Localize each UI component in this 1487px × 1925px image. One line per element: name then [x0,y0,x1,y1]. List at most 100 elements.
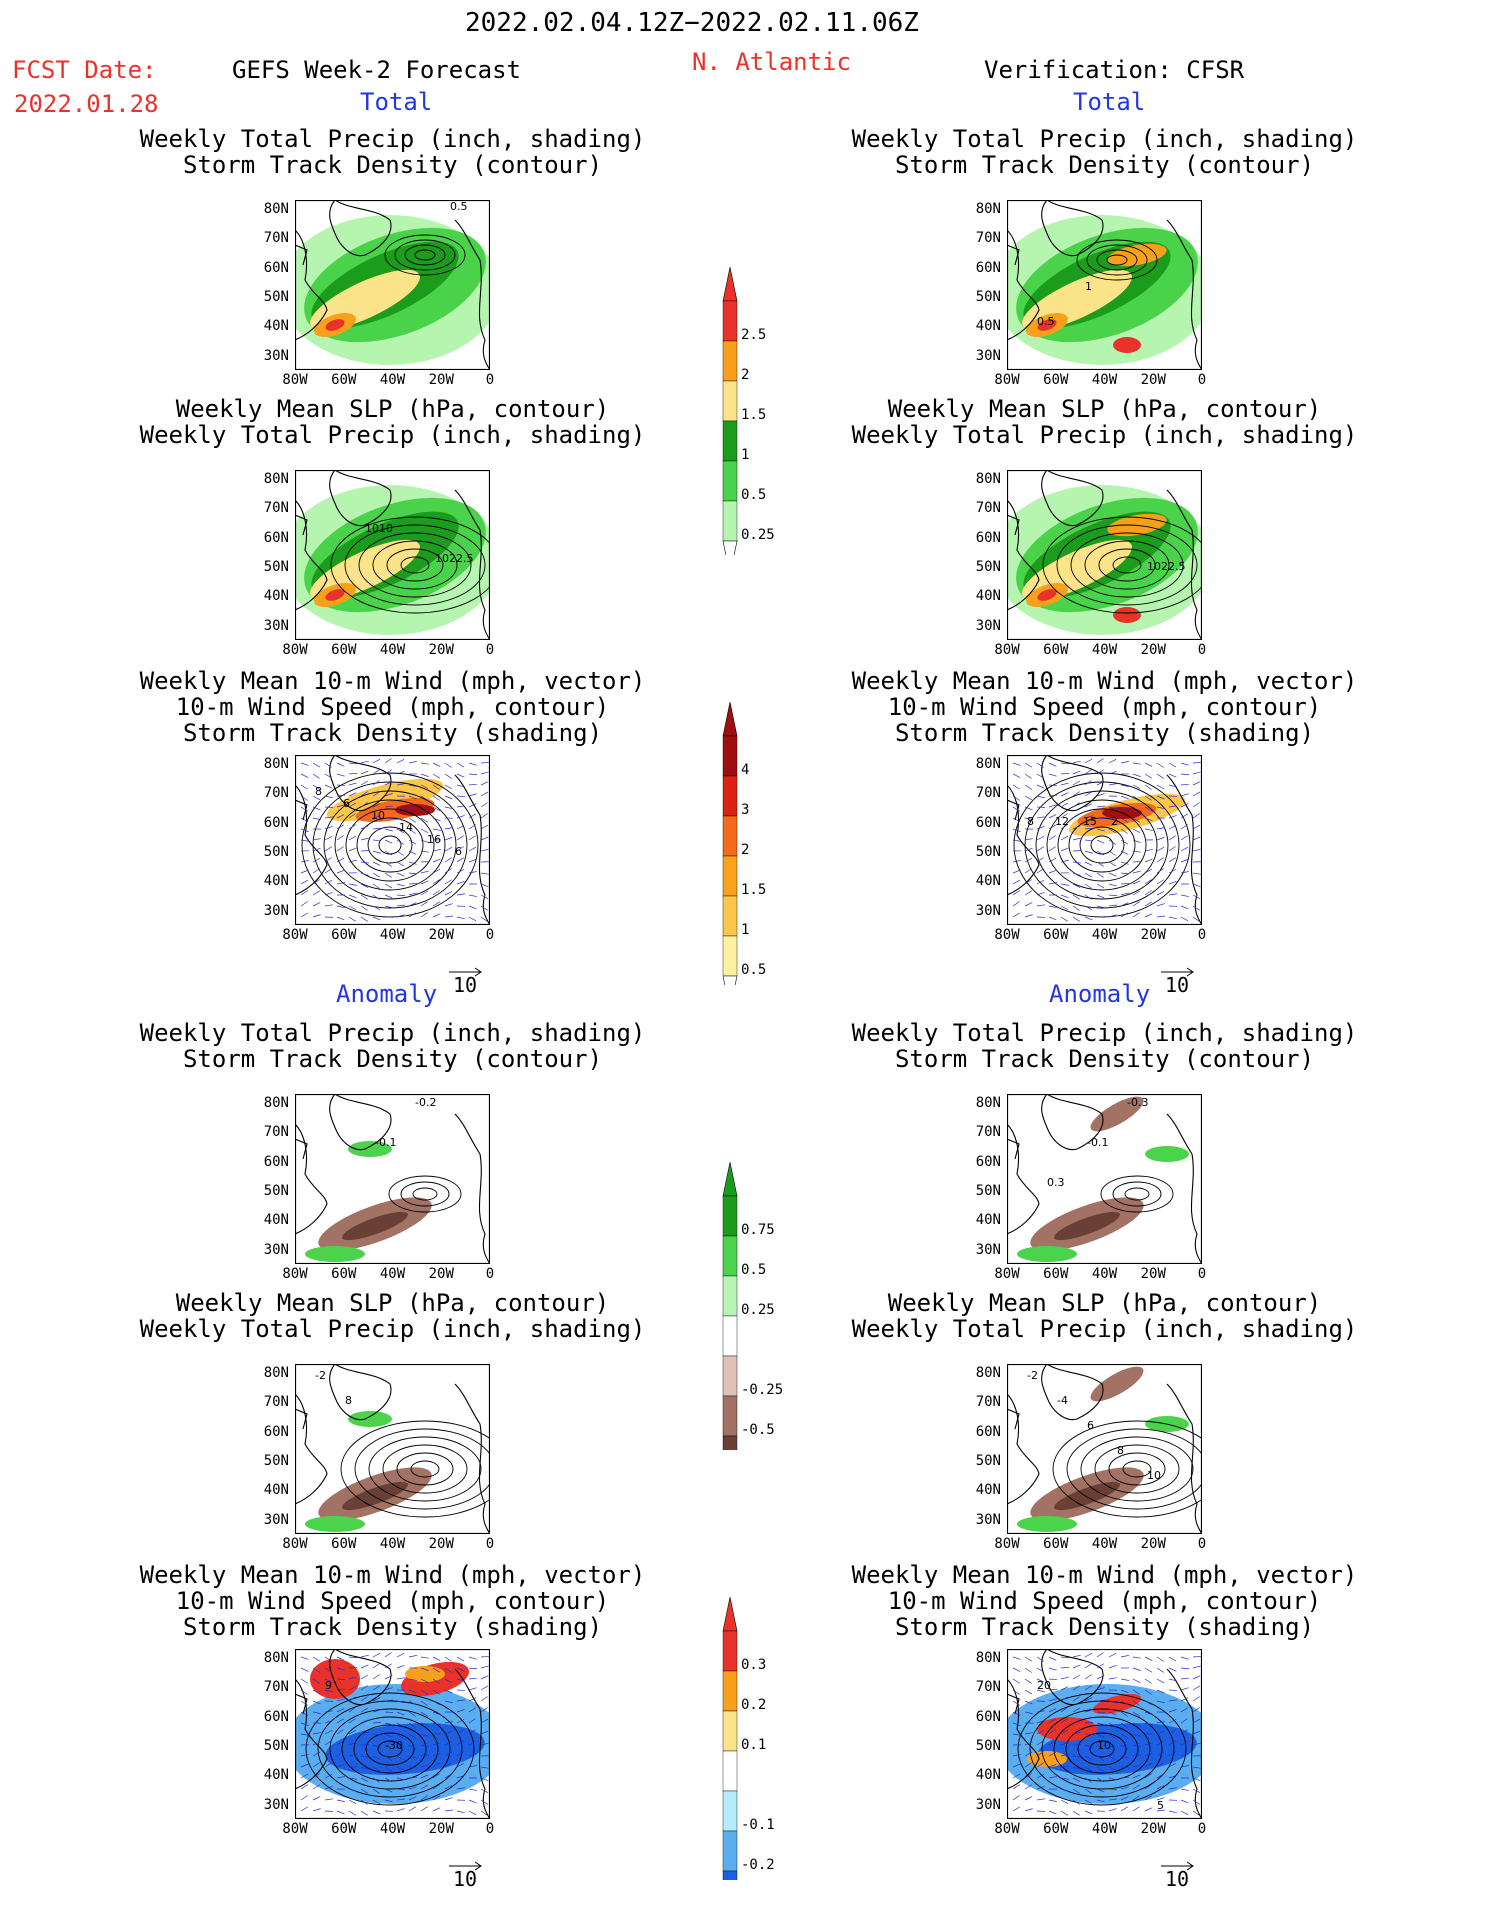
latitude-label: 70N [975,230,1001,247]
latitude-label: 60N [975,259,1001,276]
longitude-label: 20W [1140,372,1166,388]
colorbar-label: 4 [741,762,749,778]
colorbar-label: 0.5 [741,1262,766,1278]
vector-reference-arrow-icon [1161,967,1194,977]
colorbar-segment [722,1670,738,1712]
panel-title-line: 10-m Wind Speed (mph, contour) [887,1587,1322,1615]
latitude-label: 50N [263,1452,289,1469]
latitude-label: 40N [263,873,289,890]
longitude-label: 40W [379,642,406,658]
longitude-label: 80W [282,1536,308,1552]
colorbar-segment [722,380,738,422]
fcst-date-value: 2022.01.28 [14,90,159,118]
longitude-label: 80W [994,1821,1020,1837]
colorbar-segment [722,1830,738,1872]
latitude-label: 40N [263,318,289,335]
contour-label: 8 [1117,1444,1124,1457]
contour-label: -0.2 [415,1096,436,1109]
longitude-label: 0 [1197,1266,1207,1282]
latitude-label: 50N [975,1182,1001,1199]
vector-reference-arrow-icon [449,1861,482,1871]
colorbar-segment [722,1235,738,1277]
panel-title-line: Weekly Mean SLP (hPa, contour) [887,395,1322,423]
latitude-label: 60N [975,529,1001,546]
precip-anom-wet [305,1516,365,1532]
contour-label: 5 [1157,1799,1164,1812]
latitude-label: 30N [263,347,289,364]
latitude-label: 60N [263,259,289,276]
colorbar-segment [722,735,738,777]
longitude-label: 20W [1140,642,1166,658]
latitude-label: 30N [263,1241,289,1258]
wind-vectors [1012,1652,1202,1816]
longitude-label: 80W [994,927,1020,943]
track-anom-positive [1037,1717,1097,1741]
panel-title-line: Weekly Total Precip (inch, shading) [851,1019,1358,1047]
colorbar-label: 1.5 [741,407,766,423]
latitude-label: 30N [263,617,289,634]
precip-anom-dry-north [1090,1366,1144,1402]
longitude-label: 20W [428,1821,454,1837]
longitude-label: 40W [1091,372,1118,388]
latitude-label: 40N [975,1212,1001,1229]
map-frame [1007,1094,1202,1264]
contour-label: 10 [371,809,385,822]
colorbar-label: 2 [741,367,749,383]
right-anomaly-label: Anomaly [1049,980,1151,1008]
precip-anom-dry-north [1090,1096,1144,1132]
latitude-label: 80N [975,471,1001,487]
coastline [295,1364,490,1534]
colorbar-top-arrow [722,266,738,302]
panel-title-line: Weekly Total Precip (inch, shading) [851,421,1358,449]
longitude-label: 80W [994,372,1020,388]
colorbar-label: -0.5 [741,1422,775,1438]
longitude-label: 40W [379,1821,406,1837]
coastline [1007,1364,1202,1534]
contour-label: -30 [385,1739,403,1752]
map-frame [295,470,490,640]
map-frame [1007,1364,1202,1534]
contour-lines [1100,1175,1174,1213]
latitude-label: 40N [263,1482,289,1499]
panel-title-line: Weekly Mean 10-m Wind (mph, vector) [139,667,646,695]
track-anomaly-colorbar: 0.30.20.1-0.1-0.2-0.3 [722,1596,775,1880]
latitude-label: 70N [975,1124,1001,1141]
longitude-label: 60W [331,642,357,658]
contour-label: 0.5 [1037,315,1055,328]
longitude-label: 60W [1043,372,1069,388]
colorbar-label: -0.2 [741,1857,775,1873]
colorbar-label: 0.5 [741,487,766,503]
precip-anom-wet [1017,1516,1077,1532]
map-frame [295,755,490,925]
latitude-label: 70N [975,785,1001,802]
map-panel-r-2: 1022.5 [1007,470,1202,640]
left-total-label: Total [360,88,433,116]
precip-max-north [1107,243,1167,267]
contour-label: 20 [1037,1679,1051,1692]
longitude-label: 80W [282,1821,308,1837]
contour-lines [1042,516,1202,614]
latitude-label: 80N [263,756,289,772]
longitude-label: 60W [1043,642,1069,658]
vector-reference-arrow-icon [1161,1861,1194,1871]
longitude-label: 60W [1043,1536,1069,1552]
contour-label: 6 [1087,1419,1094,1432]
map-frame [1007,200,1202,370]
precip-peak-south [1113,607,1141,623]
longitude-label: 40W [1091,927,1118,943]
map-frame [1007,755,1202,925]
longitude-label: 40W [379,927,406,943]
latitude-label: 30N [975,1511,1001,1528]
vector-reference-arrow-icon [449,967,482,977]
contour-label: -2 [315,1369,326,1382]
coastline [295,1094,490,1264]
colorbar-segment [722,1870,738,1880]
colorbar-top-arrow [722,1161,738,1197]
longitude-label: 60W [331,372,357,388]
region-title: N. Atlantic [692,48,851,76]
colorbar-segment [722,420,738,462]
map-panel-r-6: 20 10 5 [1007,1649,1202,1819]
longitude-label: 60W [1043,1821,1069,1837]
contour-lines [340,1420,490,1518]
coastline [1007,200,1202,370]
